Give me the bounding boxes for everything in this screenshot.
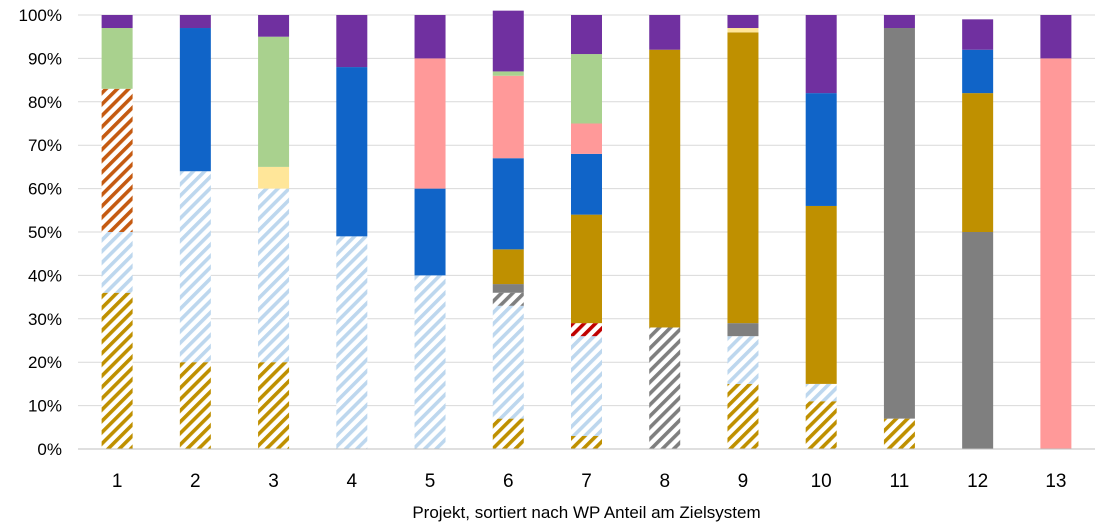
x-axis-ticks: 1 2 3 4 5 6 7 8 9 10 11 12 13 <box>112 471 1067 492</box>
bar-segment <box>179 15 211 29</box>
bar-segment <box>492 418 524 449</box>
bar-segment <box>492 284 524 293</box>
bar-segment <box>1040 15 1072 59</box>
bar-segment <box>571 214 602 324</box>
bar-segment <box>571 153 602 215</box>
bar-segment <box>1040 58 1072 450</box>
y-tick-label: 30% <box>28 310 62 329</box>
bar-segment <box>727 32 759 324</box>
bar-segment <box>727 15 759 29</box>
x-tick-label: 12 <box>967 471 988 492</box>
bar-segment <box>649 327 681 449</box>
y-tick-label: 0% <box>37 440 62 459</box>
bar-segment <box>883 28 915 419</box>
bar-segment <box>883 418 915 449</box>
x-tick-label: 8 <box>659 471 670 492</box>
bar-segment <box>336 67 368 237</box>
bar-segment <box>727 323 759 337</box>
bar-segment <box>492 75 524 159</box>
y-tick-label: 90% <box>28 49 62 68</box>
bar-segment <box>258 36 290 167</box>
bar-segment <box>179 362 211 449</box>
bar-segment <box>805 93 837 206</box>
y-axis-ticks: 0% 10% 20% 30% 40% 50% 60% 70% 80% 90% 100% <box>19 6 62 459</box>
bar-segment <box>727 336 759 384</box>
bars <box>101 10 1072 450</box>
bar-segment <box>492 305 524 419</box>
x-tick-label: 7 <box>581 471 592 492</box>
bar-segment <box>962 49 994 94</box>
x-tick-label: 10 <box>811 471 832 492</box>
x-tick-label: 9 <box>738 471 749 492</box>
bar-segment <box>258 362 290 449</box>
x-tick-label: 4 <box>347 471 358 492</box>
bar-segment <box>962 232 994 449</box>
y-tick-label: 80% <box>28 93 62 112</box>
bar-segment <box>414 275 446 449</box>
bar-segment <box>101 88 133 232</box>
bar-segment <box>571 323 602 337</box>
bar-segment <box>805 401 837 449</box>
x-tick-label: 11 <box>890 471 910 492</box>
bar-segment <box>962 19 994 50</box>
x-axis-label: Projekt, sortiert nach WP Anteil am Ziel… <box>412 503 760 522</box>
bar-segment <box>492 292 524 306</box>
x-tick-label: 3 <box>268 471 279 492</box>
y-tick-label: 20% <box>28 353 62 372</box>
bar-segment <box>805 15 837 94</box>
bar-segment <box>336 15 368 68</box>
y-tick-label: 60% <box>28 180 62 199</box>
bar-segment <box>258 15 290 37</box>
bar-segment <box>649 49 681 328</box>
bar-segment <box>571 336 602 436</box>
bar-segment <box>414 15 446 59</box>
y-tick-label: 100% <box>19 6 62 25</box>
y-tick-label: 70% <box>28 136 62 155</box>
y-tick-label: 10% <box>28 397 62 416</box>
bar-segment <box>101 292 133 449</box>
bar-segment <box>179 171 211 363</box>
bar-segment <box>258 188 290 363</box>
bar-segment <box>258 166 290 189</box>
bar-segment <box>414 188 446 276</box>
bar-segment <box>492 10 524 72</box>
bar-segment <box>336 236 368 449</box>
bar-segment <box>962 93 994 233</box>
bar-segment <box>492 71 524 76</box>
bar-segment <box>492 158 524 250</box>
bar-segment <box>101 28 133 89</box>
bar-segment <box>571 54 602 124</box>
bar-segment <box>414 58 446 189</box>
bar-segment <box>805 205 837 384</box>
y-tick-label: 50% <box>28 223 62 242</box>
bar-segment <box>101 15 133 29</box>
bar-segment <box>727 383 759 449</box>
bar-segment <box>179 28 211 172</box>
bar-segment <box>571 435 602 449</box>
y-tick-label: 40% <box>28 266 62 285</box>
bar-segment <box>571 123 602 154</box>
x-tick-label: 13 <box>1045 471 1066 492</box>
x-tick-label: 2 <box>190 471 201 492</box>
bar-segment <box>492 249 524 285</box>
bar-segment <box>727 28 759 33</box>
bar-segment <box>649 15 681 50</box>
x-tick-label: 6 <box>503 471 514 492</box>
x-tick-label: 5 <box>425 471 436 492</box>
bar-segment <box>101 232 133 293</box>
bar-segment <box>805 383 837 402</box>
bar-segment <box>883 15 915 29</box>
x-tick-label: 1 <box>112 471 123 492</box>
bar-segment <box>571 15 602 55</box>
